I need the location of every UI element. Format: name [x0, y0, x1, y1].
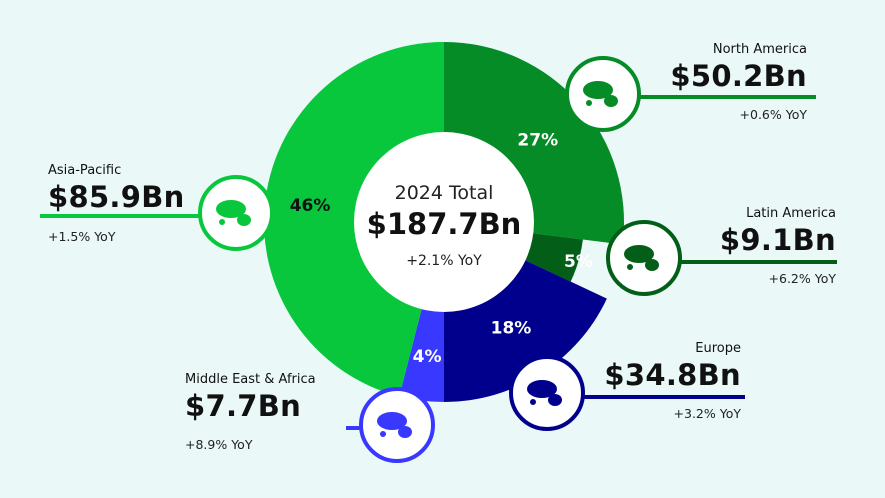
south-america-map-icon [606, 220, 682, 296]
pct-label-europe: 18% [491, 319, 532, 339]
pct-label-north-america: 27% [517, 130, 558, 150]
region-yoy-asia-pacific: +1.5% YoY [48, 229, 116, 244]
region-yoy-europe: +3.2% YoY [673, 406, 741, 421]
region-yoy-middle-east-africa: +8.9% YoY [185, 437, 253, 452]
total-yoy: +2.1% YoY [406, 253, 482, 269]
region-yoy-north-america: +0.6% YoY [739, 107, 807, 122]
region-name-north-america: North America [712, 42, 807, 57]
slice-asia-pacific [264, 42, 444, 397]
region-value-middle-east-africa: $7.7Bn [185, 389, 302, 423]
region-value-latin-america: $9.1Bn [719, 223, 836, 257]
europe-map-icon [509, 355, 585, 431]
pct-label-asia-pacific: 46% [290, 196, 331, 216]
region-yoy-latin-america: +6.2% YoY [768, 271, 836, 286]
africa-map-icon [359, 387, 435, 463]
pct-label-latin-america: 5% [564, 252, 593, 272]
region-name-middle-east-africa: Middle East & Africa [185, 372, 316, 387]
region-name-latin-america: Latin America [746, 206, 836, 221]
region-value-europe: $34.8Bn [604, 358, 741, 392]
region-name-asia-pacific: Asia-Pacific [48, 163, 122, 178]
asia-pacific-map-icon [198, 175, 274, 251]
region-name-europe: Europe [695, 341, 741, 356]
region-value-north-america: $50.2Bn [670, 59, 807, 93]
total-title: 2024 Total [394, 182, 494, 204]
north-america-map-icon [565, 56, 641, 132]
region-value-asia-pacific: $85.9Bn [48, 180, 185, 214]
pct-label-middle-east-africa: 4% [413, 347, 442, 367]
center-circle [354, 132, 534, 312]
total-value: $187.7Bn [366, 207, 522, 241]
